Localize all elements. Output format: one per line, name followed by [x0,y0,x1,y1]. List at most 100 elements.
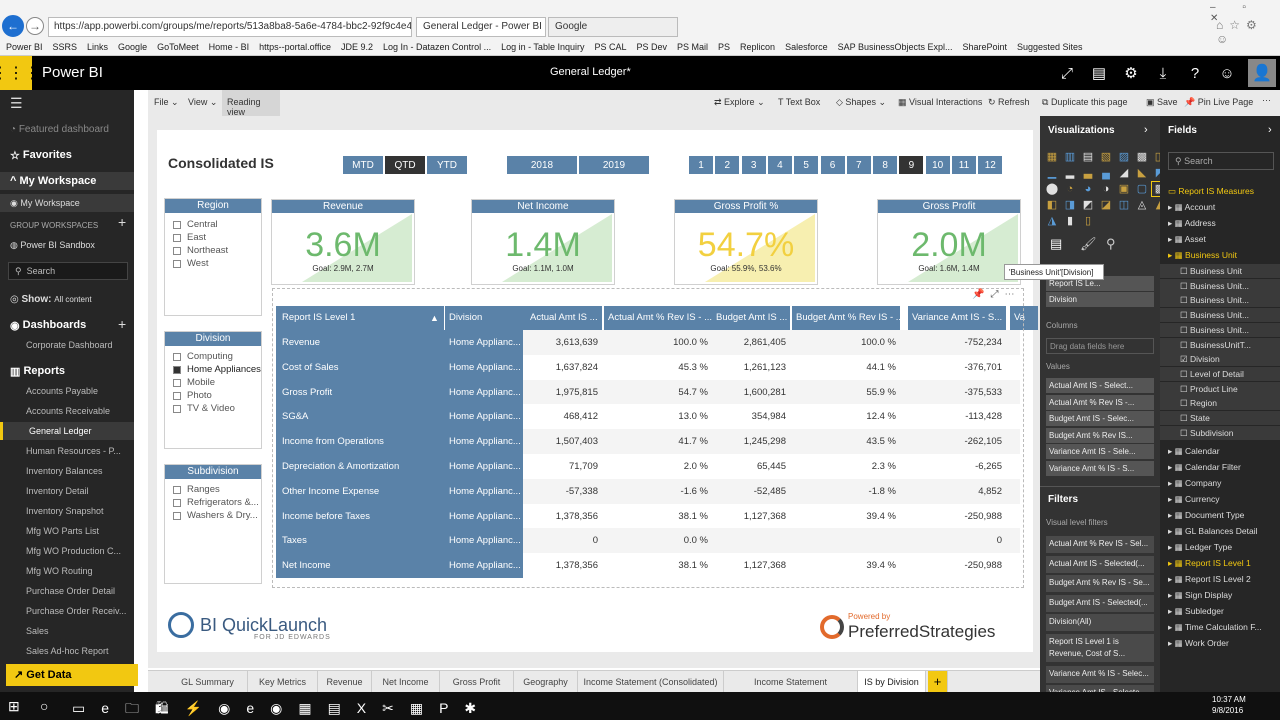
back-icon[interactable]: ← [2,15,24,37]
view-menu[interactable]: View ⌄ [188,97,218,107]
viz-type-icon[interactable]: ▁ [1047,167,1057,179]
fields-search-input[interactable]: ⚲ Search [1168,152,1274,170]
division-option[interactable]: Mobile [165,376,261,389]
viz-type-icon[interactable]: ▩ [1136,151,1148,163]
viz-type-icon[interactable]: ▯ [1084,215,1092,227]
field-column[interactable]: ☐ Subdivision [1160,425,1280,441]
checkbox[interactable] [173,233,181,242]
viz-type-icon[interactable]: ▨ [1118,151,1130,163]
value-pill[interactable]: Actual Amt IS - Select... [1046,378,1154,393]
region-option[interactable]: West [165,257,261,270]
favorite-link[interactable]: Links [87,41,109,52]
favorite-link[interactable]: Replicon [740,41,776,52]
favorite-link[interactable]: Salesforce [785,41,828,52]
filter-pill[interactable]: Actual Amt IS - Selected(... [1046,555,1154,573]
checkbox[interactable] [173,352,181,361]
month-button[interactable]: 6 [820,156,845,174]
favorite-link[interactable]: https--portal.office [259,41,331,52]
nav-report-item[interactable]: Accounts Payable [26,386,99,396]
nav-report-item[interactable]: Purchase Order Detail [26,586,116,596]
duplicate-button[interactable]: ⧉ Duplicate this page [1042,97,1128,107]
field-table[interactable]: ▸ ▦ Business Unit [1160,248,1280,263]
viz-type-icon[interactable]: ◑ [1102,183,1110,195]
viz-type-icon[interactable]: ◔ [1066,183,1074,195]
field-table[interactable]: ▸ ▦ Subledger [1160,604,1280,619]
viz-type-icon[interactable]: ◢ [1119,167,1129,179]
nav-favorites[interactable]: ☆ Favorites [0,146,134,164]
checkbox[interactable] [173,498,181,507]
viz-type-icon[interactable]: ▥ [1064,151,1076,163]
division-option[interactable]: Photo [165,389,261,402]
visual-header-icons[interactable]: 📌⤢⋯ [972,289,1021,300]
kpi-card[interactable]: Net Income 1.4M Goal: 1.1M, 1.0M [471,199,615,285]
field-table[interactable]: ▸ ▦ Sign Display [1160,588,1280,603]
favorite-link[interactable]: Google [118,41,148,52]
favorite-link[interactable]: Suggested Sites [1017,41,1083,52]
viz-type-icon[interactable]: ▄ [1102,167,1110,179]
pin-button[interactable]: 📌 Pin Live Page [1184,97,1254,107]
page-tab[interactable]: Geography [514,671,578,693]
table-row[interactable]: Revenue Home Applianc... 3,613,639 100.0 % 2… [276,330,1020,355]
nav-my-workspace[interactable]: ^ My Workspace [0,172,134,190]
nav-report-item[interactable]: Purchase Order Receiv... [26,606,127,616]
table-row[interactable]: Taxes Home Applianc... 0 0.0 % 0 [276,528,1020,554]
nav-report-item[interactable]: Mfg WO Routing [26,566,93,576]
viz-type-icon[interactable]: ▧ [1100,151,1112,163]
field-table[interactable]: ▸ ▦ GL Balances Detail [1160,524,1280,539]
field-table[interactable]: ▸ ▦ Currency [1160,492,1280,507]
fullscreen-icon[interactable]: ⤢ [1060,64,1073,82]
checkbox[interactable] [173,485,181,494]
hamburger-icon[interactable]: ☰ [10,94,23,111]
filter-pill[interactable]: Variance Amt % IS - Selec... [1046,665,1154,683]
table-header[interactable]: Va [1010,306,1038,330]
year-button[interactable]: 2018 [507,156,577,174]
month-button[interactable]: 9 [899,156,924,174]
visual-interactions-button[interactable]: ▦ Visual Interactions [898,97,983,107]
month-button[interactable]: 10 [925,156,950,174]
table-row[interactable]: Income from Operations Home Applianc... 1,… [276,429,1020,455]
columns-drop[interactable]: Drag data fields here [1046,338,1154,354]
table-header[interactable]: Division [445,306,533,330]
favorite-link[interactable]: PS Mail [677,41,709,52]
browser-tab-powerbi[interactable]: General Ledger - Power BI [416,17,546,37]
table-header[interactable]: Variance Amt IS - S... [908,306,1006,330]
viz-type-icon[interactable]: ▂ [1065,167,1075,179]
kpi-card[interactable]: Gross Profit % 54.7% Goal: 55.9%, 53.6% [674,199,818,285]
taskbar-apps-icon[interactable]: ▭e🗀🛍⚡◉e◉▦▤X✂▦P✱ [72,700,493,716]
analytics-icon[interactable]: ⚲ [1106,236,1116,251]
field-table[interactable]: ▸ ▦ Company [1160,476,1280,491]
field-column[interactable]: ☑ Division [1160,352,1280,368]
table-row[interactable]: Depreciation & Amortization Home Applianc… [276,454,1020,479]
nav-featured[interactable]: ◔ Featured dashboard [0,120,134,138]
settings-icon[interactable]: ⚙ [1124,65,1138,82]
table-row[interactable]: Other Income Expense Home Applianc... -57,… [276,478,1020,504]
value-pill[interactable]: Budget Amt IS - Selec... [1046,411,1154,427]
viz-type-icon[interactable]: ◧ [1046,199,1058,211]
field-table[interactable]: ▸ ▦ Report IS Level 1 [1160,556,1280,571]
sort-asc-icon[interactable]: ▲ [430,313,439,323]
help-icon[interactable]: ? [1190,64,1200,82]
download-icon[interactable]: ⤓ [1159,64,1167,82]
viz-type-icon[interactable]: ▤ [1082,151,1094,163]
page-tab[interactable]: GL Summary [168,671,248,693]
viz-type-icon[interactable]: ◪ [1100,199,1112,211]
table-header[interactable]: Actual Amt % Rev IS - ... [604,306,712,330]
filter-pill[interactable]: Budget Amt IS - Selected(... [1046,594,1154,612]
table-row[interactable]: SG&A Home Applianc... 468,412 13.0 % 354,984… [276,404,1020,430]
fields-well-icon[interactable]: ▤ [1050,236,1063,251]
month-button[interactable]: 5 [794,156,819,174]
month-button[interactable]: 2 [715,156,740,174]
page-tab[interactable]: Key Metrics [248,671,318,693]
page-tab[interactable]: Income Statement (Consolidated) [578,671,724,693]
table-row[interactable]: Income before Taxes Home Applianc... 1,378… [276,503,1020,529]
favorite-link[interactable]: GoToMeet [157,41,199,52]
browser-tab-google[interactable]: Google [548,17,678,37]
forward-icon[interactable]: → [26,17,44,35]
smiley-icon[interactable]: ☺ [1219,64,1235,82]
file-menu[interactable]: File ⌄ [154,97,179,107]
field-table[interactable]: ▸ ▦ Account [1160,200,1280,215]
cortana-icon[interactable]: ○ [40,698,49,714]
filter-pill[interactable]: Actual Amt % Rev IS - Sel... [1046,536,1154,553]
month-button[interactable]: 12 [978,156,1003,174]
nav-show[interactable]: ◎ Show: All content [0,290,134,308]
